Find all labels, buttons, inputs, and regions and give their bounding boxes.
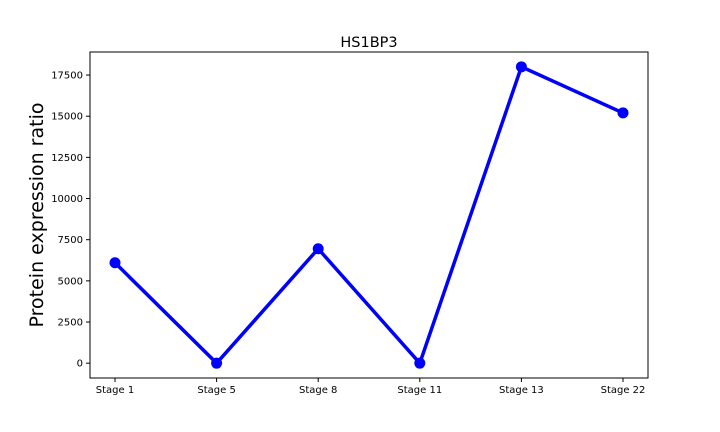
y-tick-label: 10000 <box>51 194 83 205</box>
y-tick-label: 17500 <box>51 71 83 82</box>
data-point <box>211 357 223 369</box>
x-tick-label: Stage 8 <box>299 385 337 396</box>
data-point <box>414 357 426 369</box>
x-tick-label: Stage 13 <box>499 385 544 396</box>
data-point <box>109 257 121 269</box>
plot-frame <box>89 51 649 379</box>
data-point <box>617 107 629 119</box>
x-ticks: Stage 1 Stage 5 Stage 8 Stage 11 Stage 13 Sta… <box>96 378 646 396</box>
data-point <box>312 243 324 255</box>
y-tick-label: 7500 <box>58 235 83 246</box>
series-line <box>113 64 624 367</box>
y-tick-label: 12500 <box>51 153 83 164</box>
x-tick-label: Stage 5 <box>197 385 235 396</box>
data-point <box>515 61 527 73</box>
y-ticks: 0 2500 5000 7500 10000 12500 15000 17500 <box>51 71 90 370</box>
y-tick-label: 2500 <box>58 318 83 329</box>
y-axis-label: Protein expression ratio <box>26 103 48 328</box>
y-tick-label: 5000 <box>58 276 83 287</box>
x-tick-label: Stage 11 <box>397 385 442 396</box>
series <box>109 61 629 369</box>
y-tick-label: 0 <box>77 359 83 370</box>
x-tick-label: Stage 1 <box>96 385 134 396</box>
y-tick-label: 15000 <box>51 112 83 123</box>
x-tick-label: Stage 22 <box>601 385 646 396</box>
chart-title: HS1BP3 <box>340 35 397 51</box>
